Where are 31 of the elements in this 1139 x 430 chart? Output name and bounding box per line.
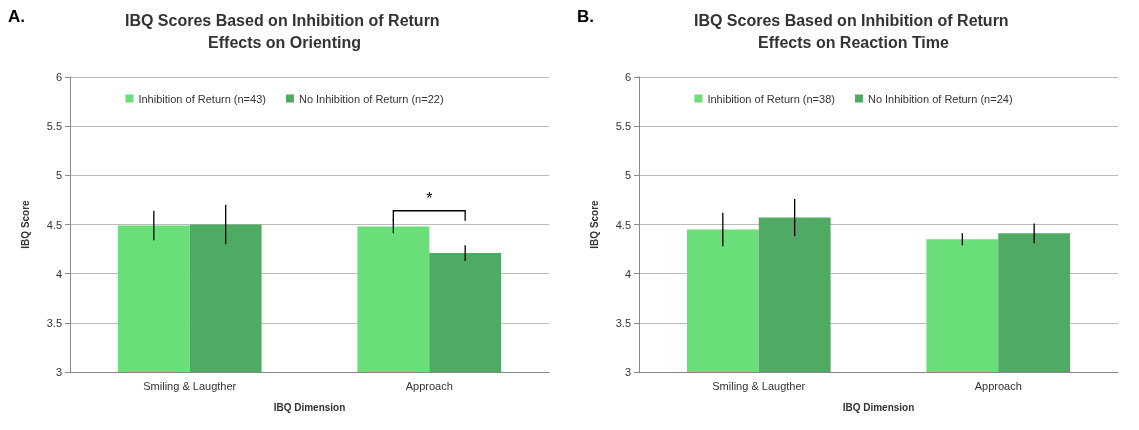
y-tick-label: 4	[55, 267, 62, 280]
y-tick-label: 6	[55, 71, 62, 83]
y-tick-label: 3	[624, 366, 631, 378]
legend-label: Inhibition of Return (n=43)	[138, 92, 266, 105]
legend-label: No Inhibition of Return (n=22)	[298, 92, 444, 105]
x-tick-label: Smiling & Laugther	[143, 379, 237, 392]
y-tick-label: 6	[624, 71, 631, 83]
y-tick-label: 5.5	[615, 120, 631, 133]
y-tick-label: 5.5	[46, 120, 62, 133]
y-tick-label: 3.5	[615, 316, 631, 329]
y-tick-label: 3	[55, 366, 62, 378]
x-axis-title: IBQ Dimension	[273, 401, 346, 413]
legend-label: No Inhibition of Return (n=24)	[867, 92, 1013, 105]
text: B.	[577, 7, 594, 26]
chart-title: IBQ Scores Based on Inhibition of Return Effects on Orienting	[124, 11, 445, 51]
y-tick-label: 4.5	[46, 218, 62, 231]
chart-title: IBQ Scores Based on Inhibition of Return Effects on Reaction Time	[693, 11, 1014, 51]
y-axis-title: IBQ Score	[588, 199, 600, 249]
text: A.	[8, 7, 25, 26]
y-tick-label: 4.5	[615, 218, 631, 231]
annotation: *	[426, 190, 433, 208]
x-tick-label: Smiling & Laugther	[712, 379, 806, 392]
x-tick-label: Approach	[974, 379, 1022, 392]
y-tick-label: 4	[624, 267, 631, 280]
legend-label: Inhibition of Return (n=38)	[707, 92, 835, 105]
y-axis-title: IBQ Score	[19, 199, 31, 249]
y-tick-label: 5	[624, 169, 631, 182]
x-tick-label: Approach	[405, 379, 453, 392]
x-axis-title: IBQ Dimension	[842, 401, 915, 413]
y-tick-label: 5	[55, 169, 62, 182]
y-tick-label: 3.5	[46, 316, 62, 329]
